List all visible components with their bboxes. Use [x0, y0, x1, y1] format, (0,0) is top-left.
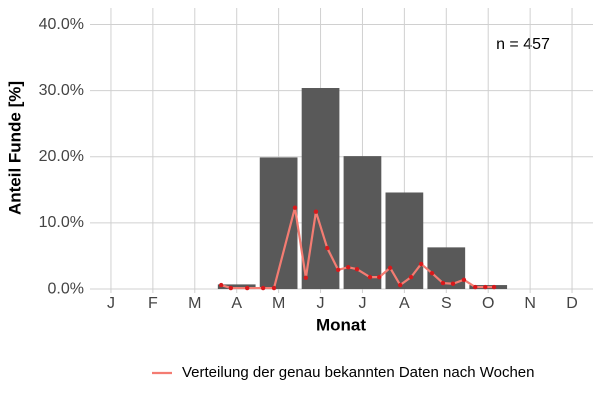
point — [346, 265, 351, 270]
x-tick-label: D — [566, 295, 578, 312]
point — [429, 270, 435, 276]
x-tick-label: A — [231, 295, 242, 312]
y-tick-label: 30.0% — [39, 82, 84, 99]
y-axis-label: Anteil Funde [%] — [5, 81, 24, 215]
point — [418, 261, 424, 267]
y-tick-label: 0.0% — [48, 280, 84, 297]
point — [228, 285, 234, 291]
point — [473, 284, 478, 290]
x-tick-label: J — [107, 295, 115, 312]
point — [397, 282, 403, 288]
x-tick-label: O — [482, 295, 494, 312]
point — [450, 281, 456, 286]
point — [218, 282, 224, 288]
point — [260, 285, 266, 291]
point — [271, 285, 277, 291]
point — [303, 275, 309, 280]
point — [491, 284, 497, 290]
point — [461, 277, 467, 282]
point — [408, 274, 414, 280]
y-tick-label: 40.0% — [39, 16, 84, 33]
x-tick-label: F — [148, 295, 158, 312]
point — [335, 267, 341, 273]
y-tick-label: 20.0% — [39, 148, 84, 165]
bar — [301, 88, 340, 290]
point — [483, 284, 488, 290]
annotation: n = 457 — [496, 36, 550, 53]
point — [387, 265, 393, 271]
x-tick-label: J — [317, 295, 325, 312]
x-axis-label: Monat — [316, 315, 366, 334]
x-tick-label: J — [358, 295, 366, 312]
x-tick-label: A — [399, 295, 410, 312]
point — [325, 245, 330, 251]
x-tick-label: N — [524, 295, 536, 312]
point — [440, 280, 446, 286]
point — [244, 285, 250, 291]
point — [367, 274, 373, 280]
bar — [217, 284, 256, 290]
point — [292, 205, 298, 210]
legend-label: Verteilung der genau bekannten Daten nac… — [182, 364, 535, 381]
x-tick-label: S — [441, 295, 452, 312]
x-tick-label: M — [272, 295, 285, 312]
bar — [385, 192, 424, 290]
point — [377, 274, 382, 280]
y-tick-label: 10.0% — [39, 214, 84, 231]
point — [313, 209, 319, 214]
point — [354, 266, 360, 272]
x-tick-label: M — [188, 295, 201, 312]
